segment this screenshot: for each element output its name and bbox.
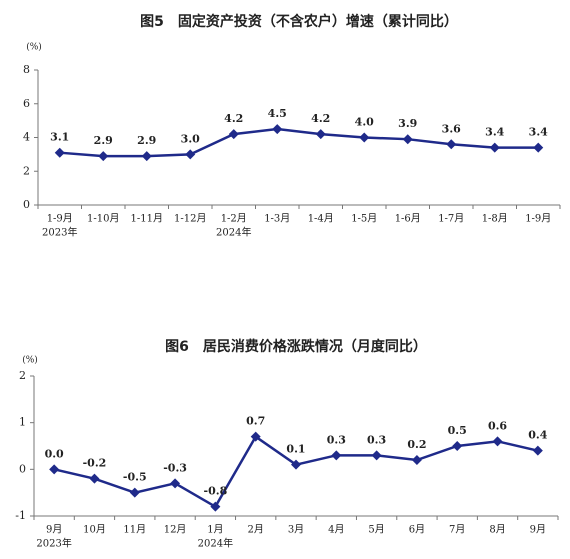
chart-title: 图6 居民消费价格涨跌情况（月度同比） [165, 338, 427, 355]
marker [315, 129, 326, 140]
marker [291, 459, 301, 470]
marker [331, 450, 342, 461]
marker [371, 450, 382, 461]
value-label: 0.0 [45, 447, 64, 460]
x-tick-label: 1-8月 [482, 213, 508, 225]
marker [129, 487, 140, 498]
x-tick-label: 12月 [164, 524, 187, 536]
y-tick-label: 8 [23, 63, 30, 76]
marker [141, 151, 152, 162]
y-unit: (%) [22, 355, 38, 366]
marker [272, 124, 283, 135]
marker [411, 455, 422, 465]
x-year-label: 2024年 [216, 226, 251, 239]
marker [446, 139, 457, 150]
x-tick-label: 11月 [123, 524, 146, 536]
x-year-label: 2024年 [198, 537, 233, 550]
value-label: 0.3 [327, 433, 346, 446]
value-label: 2.9 [94, 134, 113, 147]
x-tick-label: 9月 [530, 524, 546, 536]
y-tick-label: 2 [19, 369, 26, 382]
value-label: 3.6 [442, 122, 461, 135]
marker [228, 129, 239, 140]
value-label: 0.6 [488, 419, 507, 432]
value-label: 4.0 [355, 116, 374, 129]
x-tick-label: 1-3月 [264, 213, 290, 225]
value-label: 4.2 [311, 112, 330, 125]
marker [492, 436, 503, 447]
marker [533, 142, 544, 153]
x-tick-label: 2月 [248, 524, 264, 536]
marker [452, 441, 463, 451]
x-tick-label: 8月 [489, 524, 505, 536]
marker [489, 142, 500, 153]
value-label: 3.0 [181, 132, 200, 145]
marker [210, 501, 221, 512]
x-tick-label: 1-9月 [525, 213, 551, 225]
value-label: 3.1 [50, 131, 69, 144]
marker [250, 431, 261, 442]
x-tick-label: 1月 [207, 524, 223, 536]
x-tick-label: 3月 [288, 524, 304, 536]
value-label: 0.5 [448, 424, 467, 437]
x-tick-label: 1-10月 [87, 213, 119, 225]
x-tick-label: 5月 [368, 524, 384, 536]
value-label: -0.3 [163, 461, 187, 474]
y-tick-label: 0 [19, 462, 26, 475]
y-tick-label: 0 [23, 198, 30, 211]
marker [402, 134, 413, 145]
y-tick-label: 1 [19, 416, 26, 429]
value-label: 3.9 [398, 117, 417, 130]
x-tick-label: 1-12月 [174, 213, 206, 225]
value-label: 2.9 [137, 134, 156, 147]
marker [49, 464, 60, 475]
marker [89, 473, 100, 484]
marker [532, 445, 543, 456]
x-tick-label: 1-7月 [438, 213, 464, 225]
y-tick-label: -1 [15, 509, 26, 522]
x-tick-label: 9月 [46, 524, 62, 536]
y-unit: (%) [26, 42, 42, 53]
x-tick-label: 1-6月 [395, 213, 421, 225]
marker [359, 132, 370, 143]
value-label: 3.4 [485, 126, 504, 139]
marker [170, 478, 181, 489]
value-label: 0.3 [367, 433, 386, 446]
value-label: -0.8 [204, 485, 228, 498]
y-tick-label: 2 [23, 164, 30, 177]
y-tick-label: 4 [23, 131, 30, 144]
y-tick-label: 6 [23, 97, 30, 110]
x-tick-label: 6月 [409, 524, 425, 536]
x-year-label: 2023年 [36, 537, 71, 550]
value-label: 0.1 [286, 443, 305, 456]
x-tick-label: 1-4月 [308, 213, 334, 225]
x-tick-label: 7月 [449, 524, 465, 536]
marker [185, 149, 196, 160]
x-tick-label: 10月 [83, 524, 106, 536]
value-label: 3.4 [529, 126, 548, 139]
x-tick-label: 1-2月 [221, 213, 247, 225]
chart-title: 图5 固定资产投资（不含农户）增速（累计同比） [140, 13, 458, 30]
x-tick-label: 1-9月 [47, 213, 73, 225]
value-label: 0.7 [246, 415, 265, 428]
x-tick-label: 1-5月 [351, 213, 377, 225]
value-label: 4.5 [268, 107, 287, 120]
marker [98, 151, 109, 162]
line [59, 127, 539, 158]
x-year-label: 2023年 [42, 226, 77, 239]
x-tick-label: 4月 [328, 524, 344, 536]
marker [54, 147, 65, 158]
value-label: -0.5 [123, 471, 147, 484]
value-label: 0.2 [407, 438, 426, 451]
value-label: -0.2 [83, 457, 107, 470]
value-label: 0.4 [528, 429, 547, 442]
value-label: 4.2 [224, 112, 243, 125]
x-tick-label: 1-11月 [131, 213, 163, 225]
